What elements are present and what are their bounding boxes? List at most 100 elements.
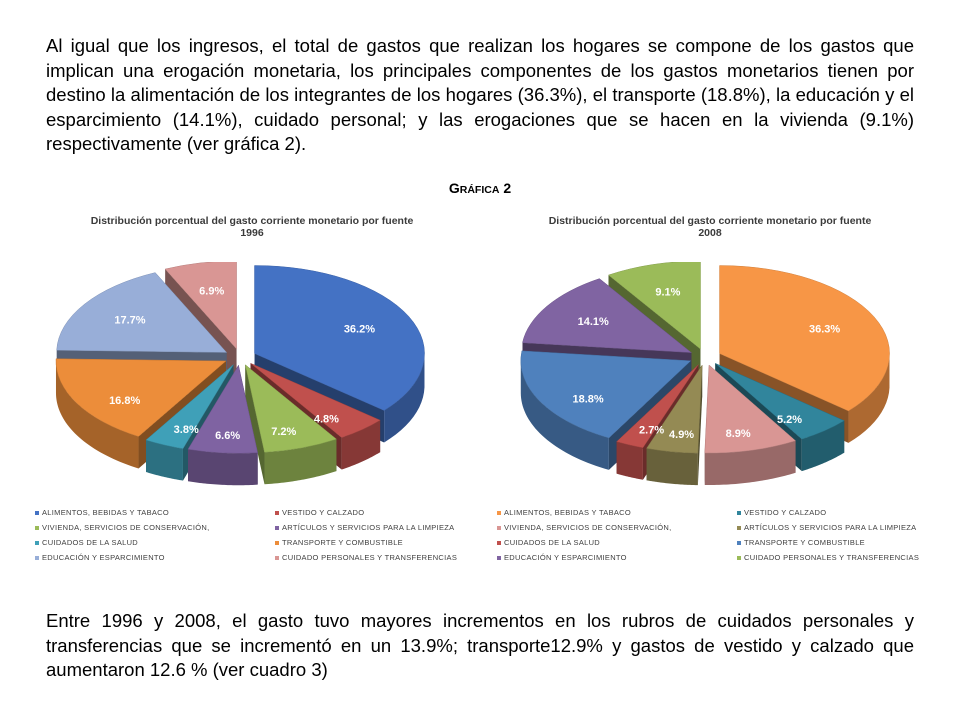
legend-swatch xyxy=(497,555,501,560)
pie-slice-label: 4.8% xyxy=(314,413,339,425)
pie-slice-edge xyxy=(704,440,796,486)
legend-label: VESTIDO Y CALZADO xyxy=(282,508,365,517)
chart-title-1996: Distribución porcentual del gasto corrie… xyxy=(32,215,472,239)
pie-slice-top xyxy=(145,364,234,449)
closing-paragraph: Entre 1996 y 2008, el gasto tuvo mayores… xyxy=(46,610,914,680)
pie-slice xyxy=(244,364,337,485)
pie-chart-2008: 36.3% 5.2% 8.9% 4.9% 2.7% 18.8% 14.1% 9.1% xyxy=(520,262,890,486)
chart-title-1996-text: Distribución porcentual del gasto corrie… xyxy=(90,215,414,227)
pie-slice-top xyxy=(719,265,890,412)
legend-swatch xyxy=(35,510,39,515)
pie-slice-top xyxy=(522,278,693,353)
legend-label: ALIMENTOS, BEBIDAS Y TABACO xyxy=(504,508,632,517)
legend-swatch xyxy=(275,555,279,560)
pie-slice xyxy=(187,364,258,486)
pie-slice-top xyxy=(704,364,797,454)
pie-slice-label: 3.8% xyxy=(174,424,199,436)
legend-item: ALIMENTOS, BEBIDAS Y TABACO xyxy=(35,508,169,517)
pie-slice-edge xyxy=(341,420,381,470)
legend-item: ALIMENTOS, BEBIDAS Y TABACO xyxy=(497,508,631,517)
pie-slice-label: 18.8% xyxy=(573,393,604,405)
pie-slice-label: 9.1% xyxy=(655,287,680,299)
pie-slice-label: 17.7% xyxy=(114,315,145,327)
legend-label: VESTIDO Y CALZADO xyxy=(744,508,827,517)
legend-item: ARTÍCULOS Y SERVICIOS PARA LA LIMPIEZA xyxy=(275,523,454,532)
pie-slice-top xyxy=(56,272,228,353)
legend-swatch xyxy=(35,555,39,560)
pie-slice-label: 36.3% xyxy=(809,324,840,336)
pie-slice-label: 6.9% xyxy=(199,285,224,297)
pie-slice-edge xyxy=(146,440,183,481)
legend-item: TRANSPORTE Y COMBUSTIBLE xyxy=(275,538,403,547)
pie-slice-top xyxy=(55,358,227,437)
pie-slice-top xyxy=(607,262,701,350)
pie-slice-edge xyxy=(55,361,139,469)
legend-item: TRANSPORTE Y COMBUSTIBLE xyxy=(737,538,865,547)
pie-slice xyxy=(704,364,797,486)
intro-paragraph: Al igual que los ingresos, el total de g… xyxy=(46,35,914,154)
chart-title-2008-text: Distribución porcentual del gasto corrie… xyxy=(548,215,872,227)
figure-label-rest: RÁFICA xyxy=(459,184,500,196)
legend-label: ALIMENTOS, BEBIDAS Y TABACO xyxy=(42,508,170,517)
legend-swatch xyxy=(737,540,741,545)
legend-swatch xyxy=(737,525,741,530)
legend-label: ARTÍCULOS Y SERVICIOS PARA LA LIMPIEZA xyxy=(744,523,917,532)
pie-slice-top xyxy=(646,364,703,454)
legend-swatch xyxy=(497,510,501,515)
legend-swatch xyxy=(737,510,741,515)
legend-label: CUIDADOS DE LA SALUD xyxy=(42,538,139,547)
pie-slice-label: 36.2% xyxy=(344,323,375,335)
chart-title-2008: Distribución porcentual del gasto corrie… xyxy=(490,215,930,239)
pie-slice-top xyxy=(254,265,425,411)
pie-slice-top xyxy=(715,363,845,440)
legend-swatch xyxy=(275,510,279,515)
pie-slice-label: 6.6% xyxy=(215,430,240,442)
pie-slice-label: 5.2% xyxy=(777,414,802,426)
pie-slice-top xyxy=(616,364,699,449)
figure-label-number: 2 xyxy=(503,180,512,196)
legend-item: CUIDADO PERSONALES Y TRANSFERENCIAS xyxy=(737,553,919,562)
legend-item: VIVIENDA, SERVICIOS DE CONSERVACIÓN, xyxy=(35,523,210,532)
legend-label: VIVIENDA, SERVICIOS DE CONSERVACIÓN, xyxy=(504,523,672,532)
pie-slice-label: 7.2% xyxy=(271,426,296,438)
pie-slice-edge xyxy=(187,449,258,486)
pie-slice-top xyxy=(520,350,692,439)
legend-item: ARTÍCULOS Y SERVICIOS PARA LA LIMPIEZA xyxy=(737,523,916,532)
legend-item: VESTIDO Y CALZADO xyxy=(275,508,364,517)
legend-item: EDUCACIÓN Y ESPARCIMIENTO xyxy=(35,553,165,562)
pie-slice-label: 16.8% xyxy=(109,395,140,407)
chart-subtitle-2008: 2008 xyxy=(698,227,722,239)
legend-label: CUIDADO PERSONALES Y TRANSFERENCIAS xyxy=(744,553,920,562)
legend-swatch xyxy=(737,555,741,560)
legend-label: TRANSPORTE Y COMBUSTIBLE xyxy=(744,538,865,547)
figure-label-initial: G xyxy=(448,180,460,196)
pie-slice-edge xyxy=(801,420,845,472)
legend-swatch xyxy=(35,525,39,530)
legend-item: EDUCACIÓN Y ESPARCIMIENTO xyxy=(497,553,627,562)
pie-slice-wall xyxy=(245,364,265,485)
legend-label: CUIDADO PERSONALES Y TRANSFERENCIAS xyxy=(282,553,458,562)
pie-slice-edge xyxy=(848,355,890,443)
legend-item: CUIDADO PERSONALES Y TRANSFERENCIAS xyxy=(275,553,457,562)
pie-slice-edge xyxy=(616,441,643,480)
pie-slice-label: 14.1% xyxy=(578,316,609,328)
pie-slice-top xyxy=(250,363,381,438)
legend-label: EDUCACIÓN Y ESPARCIMIENTO xyxy=(504,553,627,562)
pie-slice-top xyxy=(187,364,258,454)
pie-slice-label: 2.7% xyxy=(639,424,664,436)
chart-subtitle-1996: 1996 xyxy=(240,227,264,239)
pie-slice-edge xyxy=(264,439,337,485)
legend-item: CUIDADOS DE LA SALUD xyxy=(35,538,138,547)
legend-label: CUIDADOS DE LA SALUD xyxy=(504,538,601,547)
legend-swatch xyxy=(35,540,39,545)
pie-slice-label: 8.9% xyxy=(726,428,751,440)
legend-label: VIVIENDA, SERVICIOS DE CONSERVACIÓN, xyxy=(42,523,210,532)
figure-label: GRÁFICA 2 xyxy=(0,180,960,196)
legend-swatch xyxy=(497,540,501,545)
legend-swatch xyxy=(275,540,279,545)
legend-item: CUIDADOS DE LA SALUD xyxy=(497,538,600,547)
legend-item: VESTIDO Y CALZADO xyxy=(737,508,826,517)
legend-label: TRANSPORTE Y COMBUSTIBLE xyxy=(282,538,403,547)
pie-slice-edge xyxy=(384,355,425,443)
pie-slice xyxy=(646,364,703,486)
